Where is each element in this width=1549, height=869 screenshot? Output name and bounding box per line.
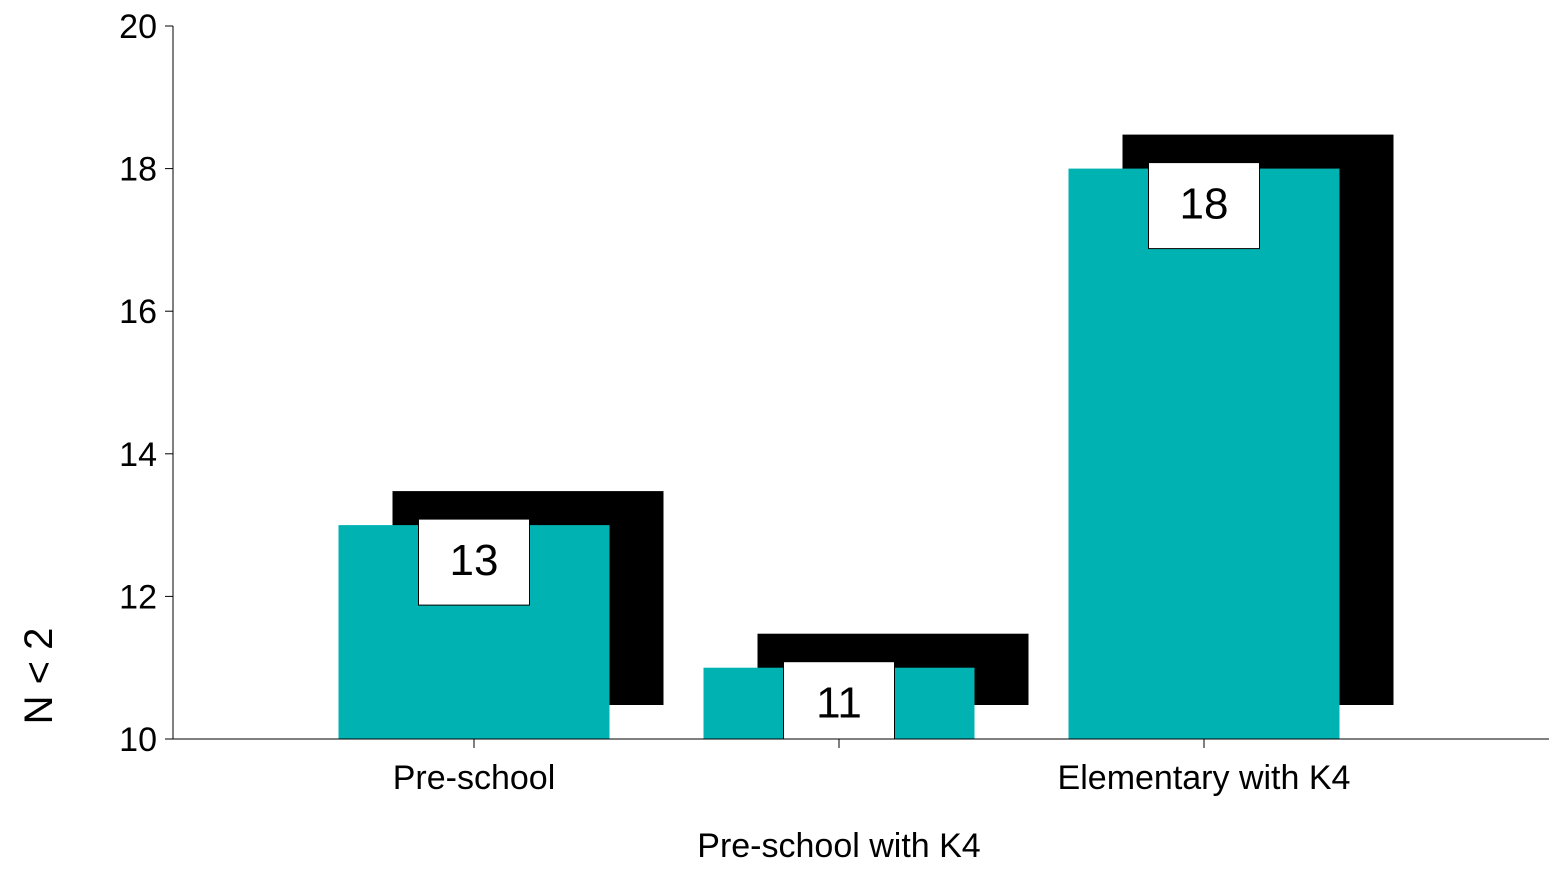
data-label: 18 [1180, 180, 1229, 229]
data-label-box [783, 661, 895, 740]
x-axis-title: Pre-school with K4 [697, 827, 980, 864]
y-tick-label: 10 [119, 721, 157, 759]
x-tick-label: Pre-school [393, 759, 556, 797]
y-tick-label: 16 [119, 293, 157, 331]
y-axis-ticks: 10 12 14 16 18 20 [119, 8, 173, 759]
data-label-box [1148, 162, 1260, 250]
x-tick-label: Elementary with K4 [1058, 759, 1351, 797]
data-label: 11 [816, 679, 862, 728]
data-label-box [418, 518, 530, 606]
data-label: 13 [450, 536, 499, 585]
y-tick-label: 14 [119, 436, 157, 474]
y-tick-label: 18 [119, 151, 157, 189]
data-labels: 13 11 18 [418, 162, 1260, 740]
bar [1068, 168, 1340, 740]
y-tick-label: 20 [119, 8, 157, 46]
x-axis-ticks: Pre-school Elementary with K4 [393, 739, 1351, 797]
y-axis-title: N < 2 [17, 628, 61, 725]
y-tick-label: 12 [119, 578, 157, 616]
